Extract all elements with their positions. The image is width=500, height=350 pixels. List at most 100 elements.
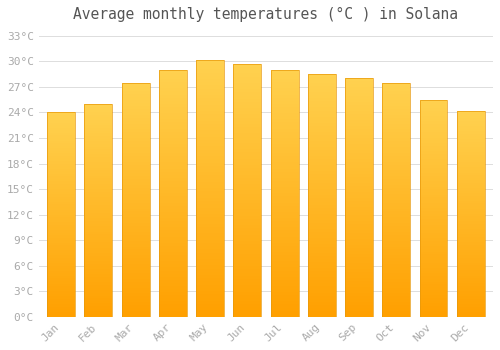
Bar [345, 96, 373, 99]
Bar [308, 271, 336, 274]
Bar [420, 168, 448, 170]
Bar [234, 162, 262, 165]
Bar [270, 221, 298, 224]
Bar [122, 285, 150, 288]
Bar [84, 232, 112, 234]
Bar [270, 224, 298, 227]
Bar [196, 166, 224, 169]
Bar [196, 230, 224, 233]
Bar [159, 274, 187, 277]
Bar [420, 103, 448, 105]
Bar [84, 184, 112, 187]
Bar [457, 275, 484, 278]
Bar [196, 134, 224, 137]
Bar [308, 308, 336, 311]
Bar [84, 125, 112, 128]
Bar [345, 302, 373, 305]
Bar [382, 135, 410, 138]
Bar [122, 299, 150, 302]
Bar [345, 138, 373, 141]
Bar [159, 255, 187, 258]
Bar [122, 238, 150, 241]
Bar [196, 246, 224, 249]
Bar [159, 301, 187, 304]
Bar [345, 108, 373, 111]
Bar [345, 189, 373, 192]
Bar [345, 299, 373, 302]
Bar [457, 301, 484, 304]
Bar [159, 91, 187, 95]
Bar [382, 179, 410, 182]
Bar [196, 310, 224, 314]
Bar [270, 132, 298, 135]
Bar [420, 138, 448, 140]
Bar [420, 100, 448, 103]
Bar [308, 180, 336, 183]
Bar [382, 162, 410, 164]
Bar [270, 184, 298, 187]
Bar [457, 131, 484, 134]
Bar [196, 224, 224, 227]
Bar [196, 307, 224, 310]
Bar [308, 295, 336, 299]
Bar [234, 67, 262, 70]
Bar [234, 181, 262, 184]
Bar [308, 144, 336, 147]
Bar [420, 159, 448, 162]
Bar [234, 156, 262, 159]
Bar [270, 301, 298, 304]
Bar [382, 314, 410, 317]
Bar [84, 303, 112, 306]
Bar [159, 178, 187, 181]
Bar [84, 141, 112, 144]
Bar [345, 102, 373, 105]
Bar [47, 230, 75, 232]
Bar [196, 188, 224, 191]
Bar [457, 294, 484, 296]
Bar [196, 118, 224, 121]
Bar [234, 310, 262, 314]
Bar [382, 226, 410, 229]
Bar [345, 159, 373, 162]
Bar [382, 290, 410, 293]
Bar [457, 307, 484, 309]
Bar [234, 74, 262, 77]
Bar [122, 250, 150, 252]
Bar [382, 173, 410, 176]
Bar [234, 247, 262, 250]
Bar [270, 227, 298, 230]
Bar [345, 114, 373, 117]
Bar [308, 268, 336, 271]
Bar [84, 237, 112, 240]
Bar [159, 85, 187, 89]
Bar [84, 226, 112, 229]
Bar [457, 255, 484, 258]
Bar [420, 208, 448, 211]
Bar [196, 82, 224, 85]
Bar [47, 245, 75, 248]
Bar [47, 276, 75, 279]
Bar [196, 195, 224, 198]
Bar [420, 290, 448, 292]
Bar [84, 144, 112, 147]
Bar [457, 134, 484, 136]
Bar [457, 271, 484, 273]
Bar [345, 153, 373, 156]
Bar [47, 256, 75, 258]
Bar [234, 197, 262, 200]
Bar [457, 157, 484, 160]
Bar [84, 274, 112, 277]
Bar [345, 212, 373, 216]
Bar [308, 202, 336, 204]
Bar [270, 206, 298, 209]
Bar [84, 152, 112, 154]
Bar [122, 170, 150, 173]
Bar [270, 175, 298, 178]
Bar [84, 314, 112, 317]
Bar [234, 222, 262, 225]
Bar [270, 147, 298, 150]
Bar [122, 197, 150, 200]
Bar [84, 264, 112, 266]
Bar [234, 263, 262, 266]
Bar [84, 117, 112, 120]
